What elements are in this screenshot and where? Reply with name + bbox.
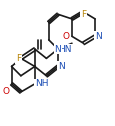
Text: F: F — [80, 10, 85, 19]
Text: N: N — [54, 45, 61, 54]
Text: N: N — [58, 62, 64, 71]
Text: NH: NH — [34, 79, 48, 88]
Text: F: F — [16, 54, 21, 63]
Text: O: O — [62, 32, 69, 41]
Text: HN: HN — [58, 45, 71, 54]
Text: O: O — [2, 87, 9, 97]
Text: N: N — [94, 32, 101, 41]
